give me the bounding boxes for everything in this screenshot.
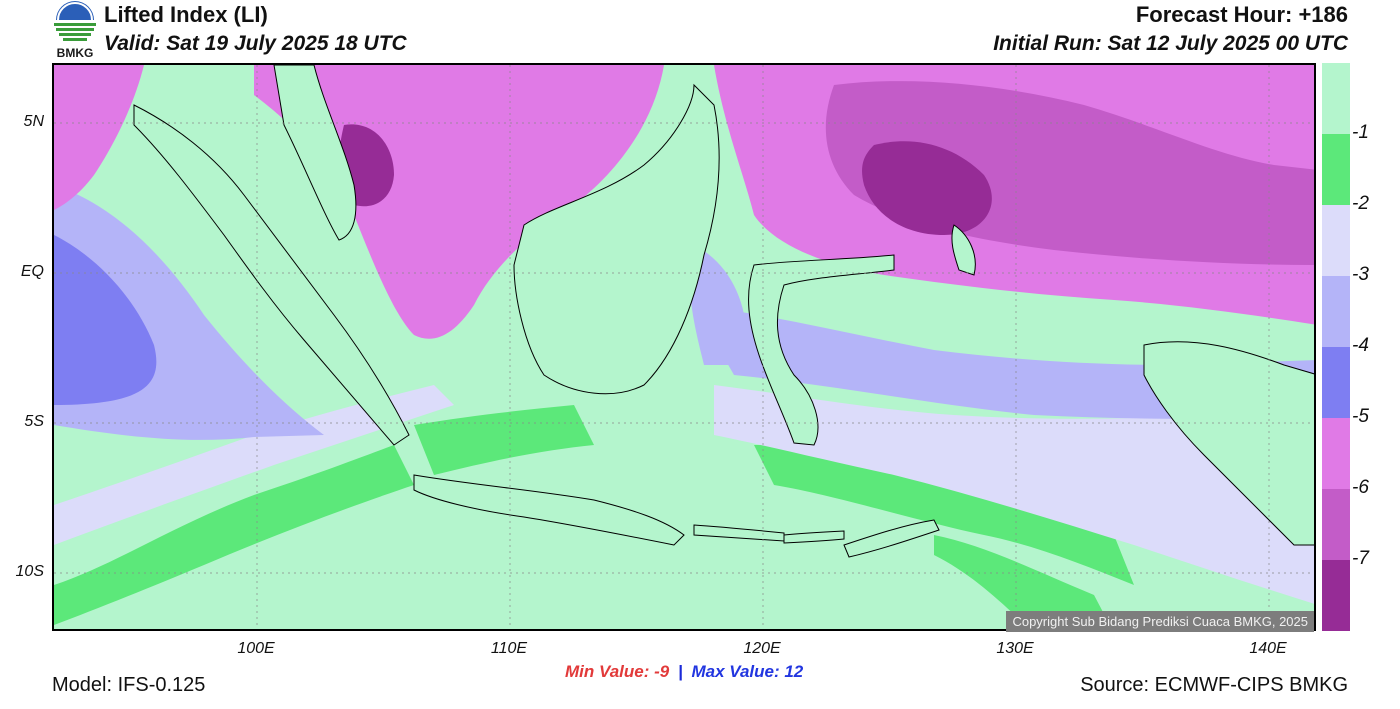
- colorbar-label: -6: [1352, 477, 1369, 498]
- lavender-banda: [714, 385, 1314, 604]
- map-title: Lifted Index (LI): [104, 2, 268, 27]
- green-band-south-west: [54, 445, 414, 625]
- colorbar-label: -7: [1352, 548, 1369, 569]
- lon-label-110e: 110E: [490, 640, 528, 657]
- colorbar-label: -2: [1352, 193, 1369, 214]
- colorbar-segment: [1322, 418, 1350, 489]
- colorbar-label: -3: [1352, 264, 1369, 285]
- lon-label-120e: 120E: [743, 640, 781, 657]
- separator: |: [677, 662, 683, 681]
- magenta-indian-nw: [54, 65, 144, 210]
- lat-label-10s: 10S: [15, 563, 44, 580]
- halmahera: [951, 224, 976, 276]
- lavender-southwest: [54, 385, 454, 545]
- papua: [1143, 341, 1314, 546]
- model-name: Model: IFS-0.125: [52, 674, 206, 696]
- lesser-sunda: [693, 524, 785, 542]
- max-value: Max Value: 12: [691, 662, 804, 681]
- logo-text: BMKG: [57, 46, 94, 60]
- colorbar: [1322, 63, 1350, 631]
- data-source: Source: ECMWF-CIPS BMKG: [1080, 674, 1348, 696]
- green-band-timor: [934, 535, 1112, 629]
- green-band-flores: [754, 445, 1134, 585]
- colorbar-segment: [1322, 347, 1350, 418]
- java: [413, 474, 685, 546]
- green-band-java-sea: [414, 405, 594, 475]
- lon-label-130e: 130E: [996, 640, 1034, 657]
- darkmagenta-celebes: [862, 141, 992, 235]
- min-value: Min Value: -9: [565, 662, 670, 681]
- colorbar-label: -1: [1352, 122, 1369, 143]
- colorbar-label: -5: [1352, 406, 1369, 427]
- sumbawa-flores: [783, 530, 845, 544]
- lat-label-5s: 5S: [24, 413, 44, 430]
- lon-label-140e: 140E: [1249, 640, 1287, 657]
- bmkg-logo: BMKG: [50, 0, 100, 60]
- forecast-hour: Forecast Hour: +186: [1135, 2, 1348, 27]
- colorbar-segment: [1322, 560, 1350, 631]
- lat-label-eq: EQ: [20, 263, 44, 280]
- map-canvas: [54, 65, 1314, 629]
- copyright-notice: Copyright Sub Bidang Prediksi Cuaca BMKG…: [1006, 611, 1314, 632]
- blue-deep-indian: [54, 235, 157, 405]
- borneo: [513, 83, 720, 395]
- colorbar-label: -4: [1352, 335, 1369, 356]
- initial-run: Initial Run: Sat 12 July 2025 00 UTC: [993, 32, 1348, 55]
- sumatra: [133, 104, 410, 446]
- colorbar-segment: [1322, 134, 1350, 205]
- valid-time: Valid: Sat 19 July 2025 18 UTC: [104, 32, 407, 55]
- colorbar-segment: [1322, 63, 1350, 134]
- min-max-values: Min Value: -9 | Max Value: 12: [565, 662, 803, 682]
- lifted-index-map: [52, 63, 1316, 631]
- lat-label-5n: 5N: [23, 113, 44, 130]
- malay-peninsula: [273, 65, 357, 241]
- timor: [843, 519, 940, 558]
- lon-label-100e: 100E: [237, 640, 275, 657]
- colorbar-segment: [1322, 489, 1350, 560]
- sulawesi: [748, 254, 895, 446]
- colorbar-segment: [1322, 276, 1350, 347]
- blue-makassar: [689, 245, 747, 365]
- colorbar-segment: [1322, 205, 1350, 276]
